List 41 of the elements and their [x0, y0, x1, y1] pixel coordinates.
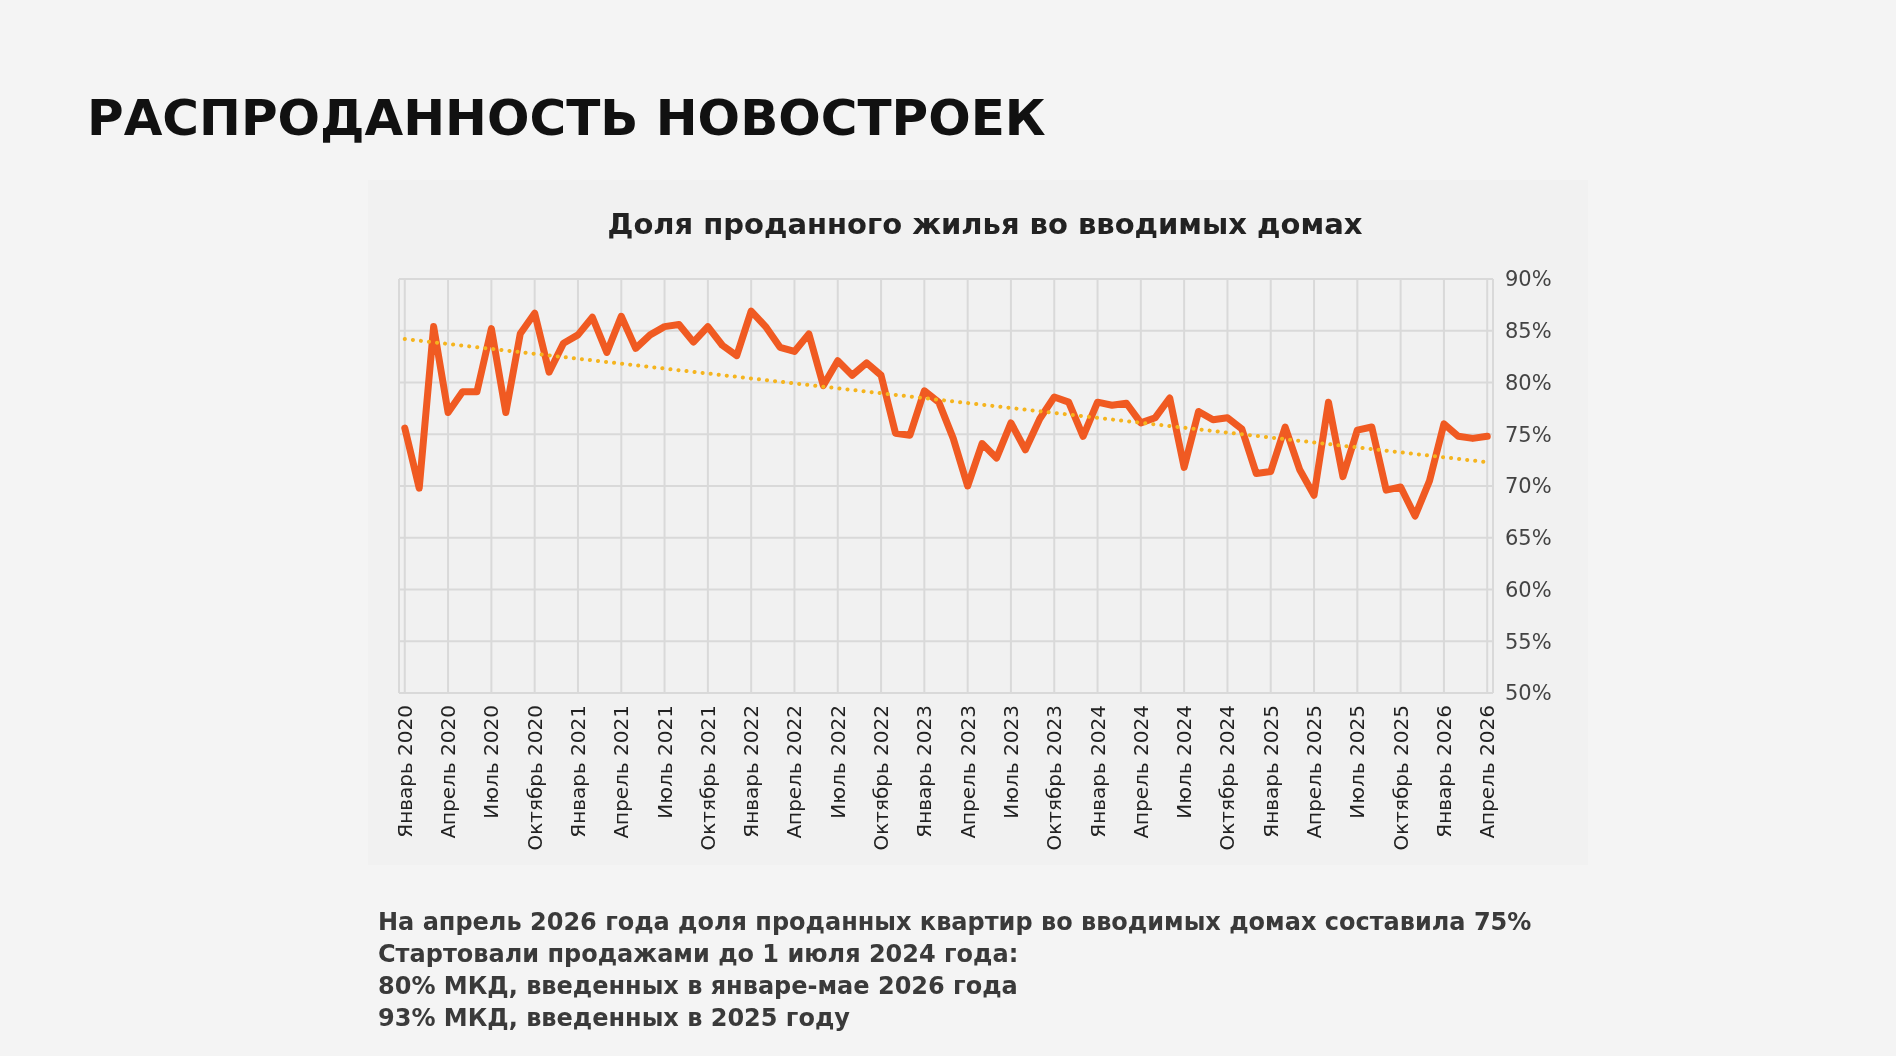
x-tick-label: Январь 2026	[1431, 705, 1456, 838]
x-tick-label: Апрель 2024	[1128, 705, 1153, 839]
x-tick-label: Июль 2021	[652, 705, 677, 819]
x-tick-label: Июль 2022	[825, 705, 850, 819]
y-tick-label: 55%	[1505, 629, 1552, 654]
text: Стартовали продажами до 1 июля 2024 года:	[378, 940, 1019, 968]
x-tick-label: Апрель 2022	[782, 705, 807, 839]
x-tick-label: Январь 2023	[912, 705, 937, 838]
y-tick-label: 65%	[1505, 526, 1552, 551]
text: На апрель 2026 года доля проданных квартир во вводимых домах составила 75%	[378, 908, 1532, 936]
x-tick-label: Октябрь 2020	[522, 705, 547, 851]
x-tick-label: Январь 2020	[392, 705, 417, 838]
x-tick-label: Октябрь 2022	[869, 705, 894, 851]
x-tick-label: Июль 2020	[479, 705, 504, 819]
x-tick-label: Октябрь 2024	[1215, 705, 1240, 851]
y-tick-label: 75%	[1505, 422, 1552, 447]
y-tick-label: 50%	[1505, 681, 1552, 706]
x-tick-label: Январь 2025	[1258, 705, 1283, 838]
x-tick-label: Январь 2024	[1085, 705, 1110, 838]
y-tick-label: 70%	[1505, 474, 1552, 499]
x-tick-label: Октябрь 2021	[695, 705, 720, 851]
text: 80% МКД, введенных в январе-мае 2026 года	[378, 972, 1018, 1000]
x-tick-label: Октябрь 2025	[1388, 705, 1413, 851]
x-tick-label: Апрель 2020	[436, 705, 461, 839]
x-tick-label: Апрель 2026	[1475, 705, 1500, 839]
x-tick-label: Апрель 2023	[955, 705, 980, 839]
text: 93% МКД, введенных в 2025 году	[378, 1004, 851, 1032]
y-tick-label: 80%	[1505, 370, 1552, 395]
chart-subtitle: Доля проданного жилья во вводимых домах	[607, 207, 1363, 241]
x-tick-label: Июль 2024	[1172, 705, 1197, 819]
x-tick-label: Июль 2023	[998, 705, 1023, 819]
y-tick-label: 60%	[1505, 577, 1552, 602]
x-tick-label: Июль 2025	[1345, 705, 1370, 819]
x-tick-label: Апрель 2025	[1302, 705, 1327, 839]
y-tick-label: 85%	[1505, 319, 1552, 344]
x-tick-label: Октябрь 2023	[1042, 705, 1067, 851]
x-tick-label: Январь 2022	[739, 705, 764, 838]
x-tick-label: Апрель 2021	[609, 705, 634, 839]
y-tick-label: 90%	[1505, 267, 1552, 292]
x-tick-label: Январь 2021	[565, 705, 590, 838]
chart-title: РАСПРОДАННОСТЬ НОВОСТРОЕК	[87, 89, 1046, 147]
